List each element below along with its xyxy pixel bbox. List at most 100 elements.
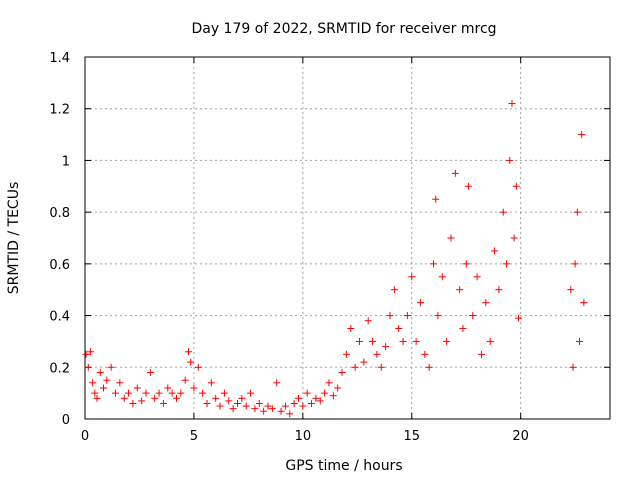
data-point bbox=[303, 389, 311, 397]
data-point bbox=[199, 389, 207, 397]
x-tick-label: 10 bbox=[295, 429, 312, 444]
data-point bbox=[116, 379, 124, 387]
data-point bbox=[491, 247, 499, 255]
data-point bbox=[510, 234, 518, 242]
data-point bbox=[229, 405, 237, 413]
data-point bbox=[425, 363, 433, 371]
data-point bbox=[430, 260, 438, 268]
data-point bbox=[462, 260, 470, 268]
data-point bbox=[334, 384, 342, 392]
data-point bbox=[120, 394, 128, 402]
x-tick-label: 15 bbox=[403, 429, 420, 444]
data-point bbox=[432, 195, 440, 203]
data-point bbox=[351, 363, 359, 371]
data-point bbox=[495, 286, 503, 294]
data-point bbox=[408, 273, 416, 281]
data-point bbox=[578, 131, 586, 139]
data-point bbox=[421, 350, 429, 358]
data-point bbox=[177, 389, 185, 397]
grid bbox=[85, 57, 610, 419]
y-tick-label: 1 bbox=[62, 154, 70, 169]
data-point bbox=[321, 389, 329, 397]
data-point bbox=[486, 337, 494, 345]
data-point bbox=[434, 312, 442, 320]
data-point bbox=[264, 402, 272, 410]
data-point bbox=[355, 337, 363, 345]
data-point bbox=[290, 399, 298, 407]
data-point bbox=[377, 363, 385, 371]
data-point bbox=[220, 389, 228, 397]
data-point bbox=[277, 407, 285, 415]
x-tick-label: 20 bbox=[512, 429, 529, 444]
data-point bbox=[508, 100, 516, 108]
data-point bbox=[506, 156, 514, 164]
data-point bbox=[499, 208, 507, 216]
data-point bbox=[255, 399, 263, 407]
data-point bbox=[412, 337, 420, 345]
data-point bbox=[242, 402, 250, 410]
data-point bbox=[567, 286, 575, 294]
data-point bbox=[316, 397, 324, 405]
data-point bbox=[82, 350, 90, 358]
data-point bbox=[464, 182, 472, 190]
data-point bbox=[286, 410, 294, 418]
y-tick-label: 0.8 bbox=[49, 206, 70, 221]
data-point bbox=[93, 394, 101, 402]
data-point bbox=[142, 389, 150, 397]
data-point bbox=[138, 397, 146, 405]
data-point bbox=[576, 337, 584, 345]
data-point bbox=[100, 384, 108, 392]
data-point bbox=[233, 399, 241, 407]
data-point bbox=[456, 286, 464, 294]
x-tick-label: 0 bbox=[81, 429, 89, 444]
axes: 0 5 10 15 20 0 0.2 0.4 0.6 0.8 1 1.2 1.4 bbox=[49, 51, 611, 444]
data-point bbox=[438, 273, 446, 281]
data-point bbox=[347, 325, 355, 332]
data-point bbox=[125, 389, 133, 397]
data-point bbox=[89, 379, 97, 387]
data-point bbox=[207, 379, 215, 387]
data-points bbox=[82, 100, 588, 418]
data-point bbox=[129, 399, 137, 407]
data-point bbox=[342, 350, 350, 358]
y-tick-label: 1.4 bbox=[49, 51, 70, 66]
data-point bbox=[503, 260, 511, 268]
y-tick-label: 0.6 bbox=[49, 258, 70, 273]
data-point bbox=[194, 363, 202, 371]
y-tick-label: 0.2 bbox=[49, 361, 70, 376]
data-point bbox=[96, 368, 104, 376]
data-point bbox=[360, 358, 368, 366]
data-point bbox=[260, 407, 268, 415]
data-point bbox=[184, 348, 192, 356]
data-point bbox=[382, 343, 390, 351]
data-point bbox=[399, 337, 407, 345]
data-point bbox=[294, 394, 302, 402]
data-point bbox=[281, 402, 289, 410]
data-point bbox=[107, 363, 115, 371]
data-point bbox=[190, 384, 198, 392]
data-point bbox=[151, 394, 159, 402]
data-point bbox=[103, 376, 111, 384]
data-point bbox=[473, 273, 481, 281]
y-tick-label: 0.4 bbox=[49, 310, 70, 325]
data-point bbox=[91, 389, 99, 397]
data-point bbox=[373, 350, 381, 358]
data-point bbox=[325, 379, 333, 387]
y-axis-label: SRMTID / TECUs bbox=[6, 182, 22, 295]
data-point bbox=[312, 394, 320, 402]
data-point bbox=[469, 312, 477, 320]
y-tick-label: 0 bbox=[62, 413, 70, 428]
data-point bbox=[212, 394, 220, 402]
data-point bbox=[247, 389, 255, 397]
y-tick-label: 1.2 bbox=[49, 103, 70, 118]
data-point bbox=[451, 169, 459, 177]
data-point bbox=[146, 368, 154, 376]
data-point bbox=[459, 325, 467, 332]
data-point bbox=[580, 299, 588, 307]
chart-title: Day 179 of 2022, SRMTID for receiver mrc… bbox=[191, 21, 496, 37]
data-point bbox=[569, 363, 577, 371]
data-point bbox=[573, 208, 581, 216]
data-point bbox=[364, 317, 372, 325]
